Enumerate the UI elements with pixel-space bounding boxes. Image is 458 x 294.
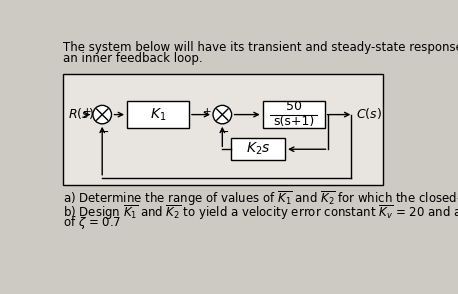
Text: $R(s)$: $R(s)$ [68, 106, 94, 121]
Text: The system below will have its transient and steady-state responses altered by a: The system below will have its transient… [64, 41, 458, 54]
Text: s(s+1): s(s+1) [273, 115, 314, 128]
Text: 50: 50 [286, 100, 302, 113]
Text: of $\zeta$ = 0.7: of $\zeta$ = 0.7 [64, 214, 121, 231]
Circle shape [93, 105, 111, 124]
Text: $K_1$: $K_1$ [150, 106, 166, 123]
FancyBboxPatch shape [262, 101, 325, 128]
Text: +: + [83, 107, 91, 117]
Text: −: − [218, 126, 229, 139]
Text: a) Determine the range of values of $\overline{K_1}$ and $\overline{K_2}$ for wh: a) Determine the range of values of $\ov… [64, 189, 458, 208]
Text: −: − [98, 126, 109, 139]
Text: b) Design $\overline{K_1}$ and $\overline{K_2}$ to yield a velocity error consta: b) Design $\overline{K_1}$ and $\overlin… [64, 203, 458, 222]
Circle shape [213, 105, 232, 124]
Text: $K_2s$: $K_2s$ [245, 141, 270, 158]
FancyBboxPatch shape [64, 74, 383, 186]
Text: an inner feedback loop.: an inner feedback loop. [64, 52, 203, 65]
Text: +: + [203, 107, 212, 117]
Text: $C(s)$: $C(s)$ [356, 106, 382, 121]
FancyBboxPatch shape [231, 138, 285, 160]
FancyBboxPatch shape [127, 101, 189, 128]
